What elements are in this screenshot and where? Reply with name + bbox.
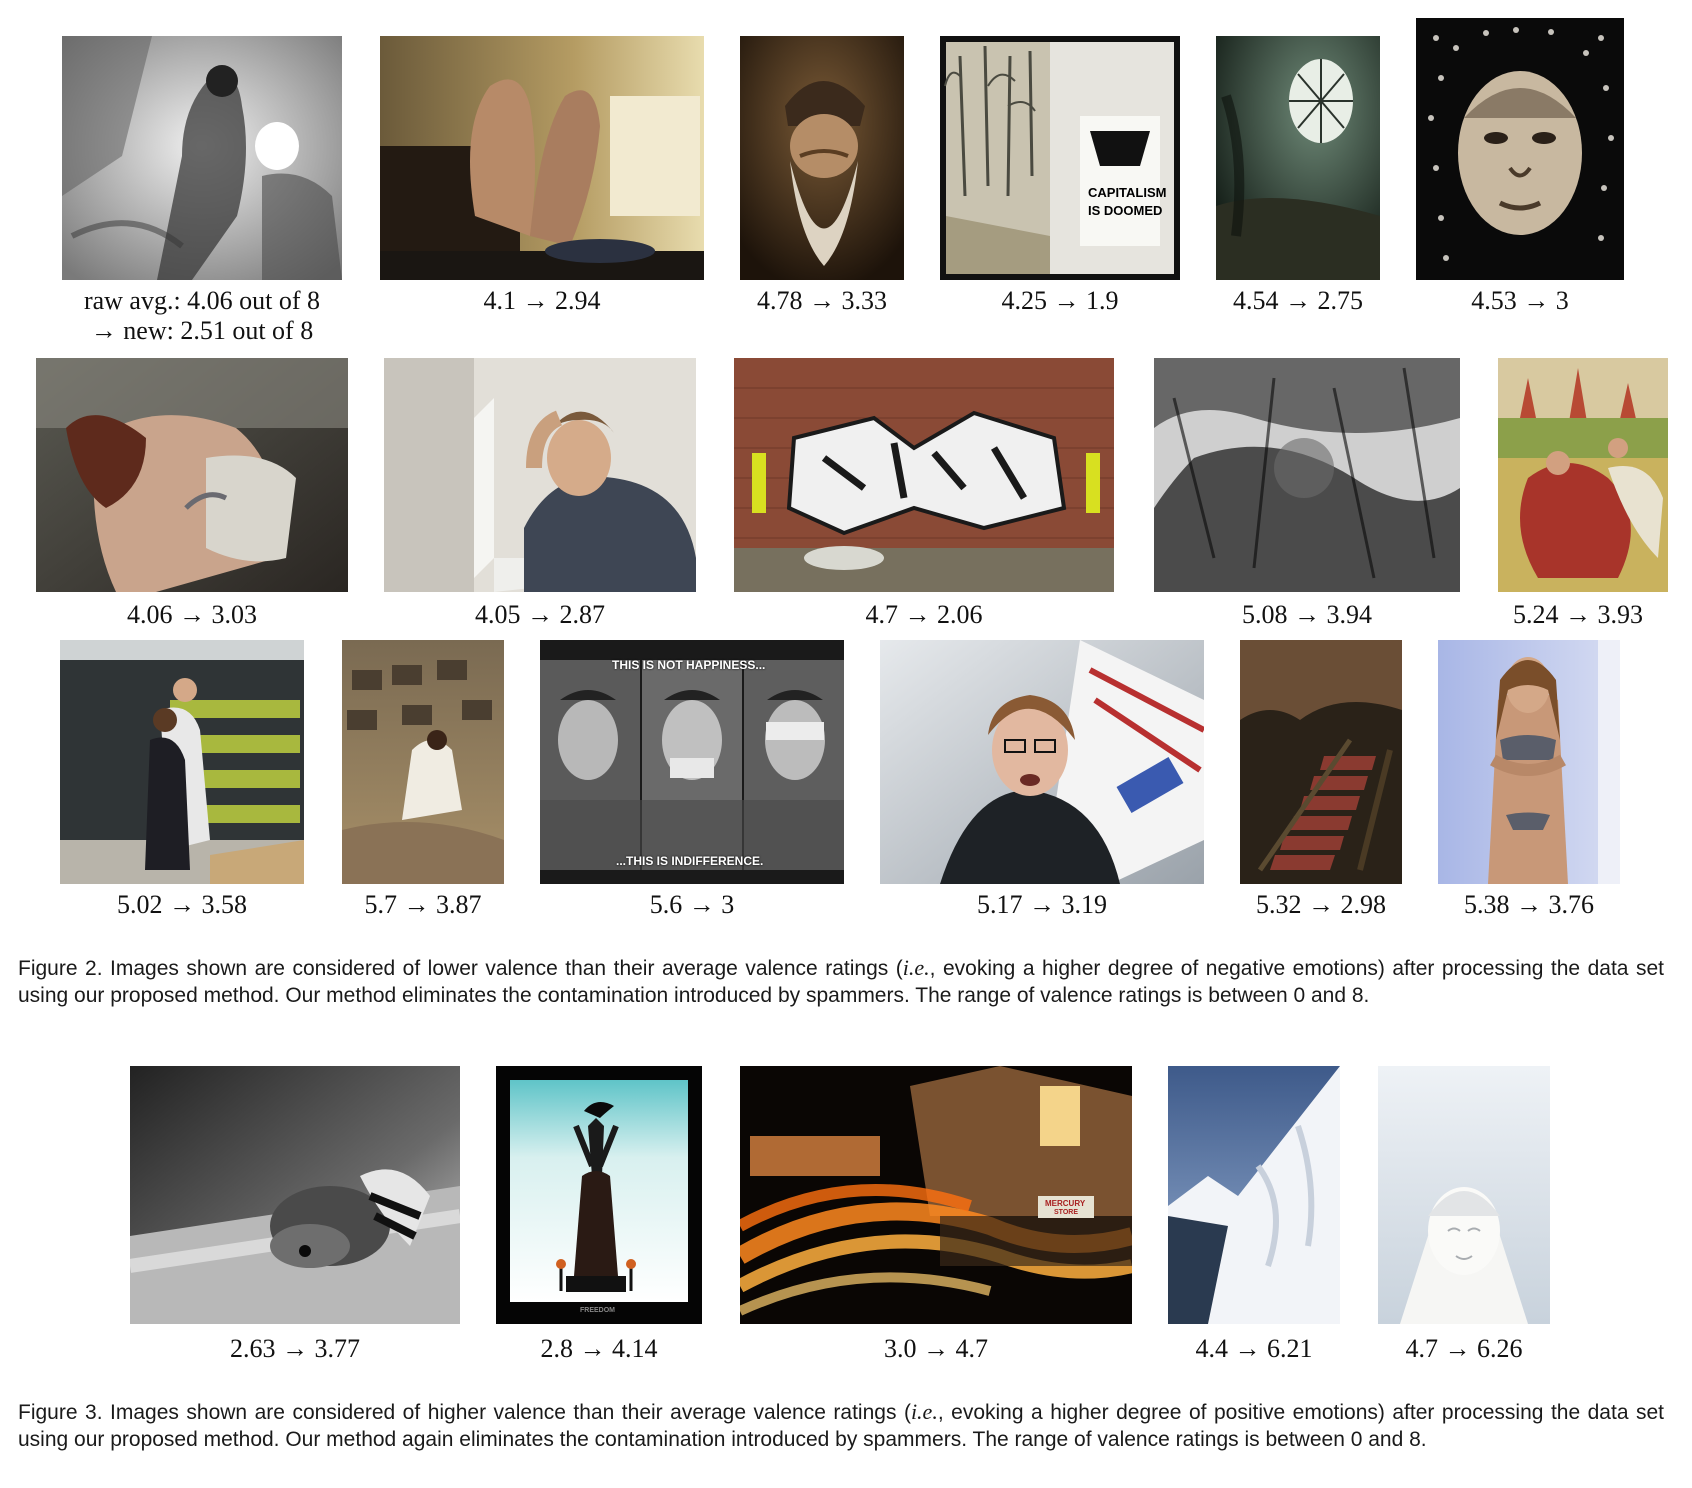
image-graffiti-wall	[734, 358, 1114, 592]
caption-charcoal-sketch-line1: raw avg.: 4.06 out of 8	[83, 286, 321, 315]
caption-candle-procession: 3.0 → 4.7	[884, 1334, 988, 1363]
three-faces-top-text: THIS IS NOT HAPPINESS...	[612, 658, 766, 672]
image-grunge-texture	[1154, 358, 1460, 592]
figure-2-label: Figure 2.	[18, 957, 103, 980]
caption-woman-bikini: 5.38 → 3.76	[1464, 890, 1594, 919]
figure-2-caption-part2: , evoking a higher degree of negative em…	[18, 957, 1664, 1007]
poster-text-line2: IS DOOMED	[1088, 203, 1163, 218]
image-medieval-painting	[1498, 358, 1668, 592]
caption-medieval-painting: 5.24 → 3.93	[1513, 600, 1643, 629]
caption-bearded-old-man: 4.78 → 3.33	[757, 286, 887, 315]
dove-small-text: FREEDOM	[580, 1307, 615, 1314]
image-woman-bent-over	[36, 358, 348, 592]
caption-sleeping-dog: 2.63 → 3.77	[230, 1334, 360, 1363]
image-sleeping-dog	[130, 1066, 460, 1324]
image-snowy-mountain	[1168, 1066, 1340, 1324]
figure-3-caption: Figure 3. Images shown are considered of…	[18, 1398, 1664, 1453]
caption-office-hug: 5.02 → 3.58	[117, 890, 247, 919]
caption-charcoal-sketch-line2: → new: 2.51 out of 8	[90, 316, 314, 345]
image-dotted-portrait	[1416, 18, 1624, 280]
figure-3-caption-part1: Images shown are considered of higher va…	[102, 1401, 911, 1424]
figure-2-caption-part1: Images shown are considered of lower val…	[102, 957, 903, 980]
caption-decayed-staircase: 5.32 → 2.98	[1256, 890, 1386, 919]
three-faces-bottom-text: ...THIS IS INDIFFERENCE.	[616, 854, 764, 868]
image-bare-feet-on-desk	[380, 36, 704, 280]
image-street-poster: CAPITALISM IS DOOMED	[940, 36, 1180, 280]
caption-bare-feet-on-desk: 4.1 → 2.94	[483, 286, 601, 315]
caption-abandoned-room: 4.54 → 2.75	[1233, 286, 1363, 315]
poster-text-line1: CAPITALISM	[1088, 185, 1167, 200]
caption-woman-bent-over: 4.06 → 3.03	[127, 600, 257, 629]
caption-graffiti-wall: 4.7 → 2.06	[865, 600, 983, 629]
image-buddha-statue	[1378, 1066, 1550, 1324]
image-office-hug	[60, 640, 304, 884]
image-charcoal-sketch	[62, 36, 342, 280]
image-ruined-hall-woman	[342, 640, 504, 884]
image-bearded-old-man	[740, 36, 904, 280]
image-candle-procession: MERCURY STORE	[740, 1066, 1132, 1324]
caption-stressed-man-laptop: 4.05 → 2.87	[475, 600, 605, 629]
image-decayed-staircase	[1240, 640, 1402, 884]
image-abandoned-room	[1216, 36, 1380, 280]
image-crying-woman	[880, 640, 1204, 884]
caption-three-faces: 5.6 → 3	[649, 890, 735, 919]
caption-dove-silhouette: 2.8 → 4.14	[540, 1334, 658, 1363]
figure-3-caption-part2: , evoking a higher degree of positive em…	[18, 1401, 1665, 1451]
figure-2-caption: Figure 2. Images shown are considered of…	[18, 954, 1664, 1009]
caption-street-poster: 4.25 → 1.9	[1001, 286, 1119, 315]
mercury-store-sign-line1: MERCURY	[1045, 1199, 1086, 1208]
caption-ruined-hall-woman: 5.7 → 3.87	[364, 890, 482, 919]
image-three-faces: THIS IS NOT HAPPINESS... ...THIS IS INDI…	[540, 640, 844, 884]
caption-grunge-texture: 5.08 → 3.94	[1242, 600, 1372, 629]
image-dove-silhouette: FREEDOM	[496, 1066, 702, 1324]
image-stressed-man-laptop	[384, 358, 696, 592]
figure-3-label: Figure 3.	[18, 1401, 103, 1424]
caption-buddha-statue: 4.7 → 6.26	[1405, 1334, 1523, 1363]
figure-3-caption-italic: i.e.	[910, 1399, 938, 1424]
caption-dotted-portrait: 4.53 → 3	[1471, 286, 1569, 315]
caption-snowy-mountain: 4.4 → 6.21	[1195, 1334, 1313, 1363]
image-woman-bikini	[1438, 640, 1620, 884]
figure-2-caption-italic: i.e.	[902, 955, 930, 980]
caption-crying-woman: 5.17 → 3.19	[977, 890, 1107, 919]
mercury-store-sign-line2: STORE	[1054, 1209, 1078, 1216]
